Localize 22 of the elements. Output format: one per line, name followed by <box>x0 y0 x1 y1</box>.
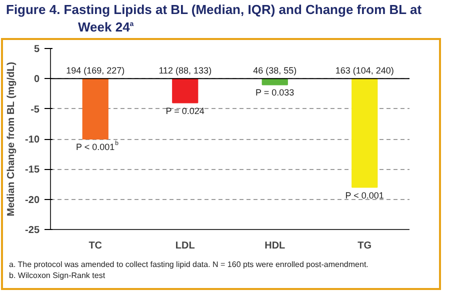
y-axis-title: Median Change from BL (mg/dL) <box>6 62 18 216</box>
annotation: P = 0.024 <box>166 106 204 116</box>
y-tick-label: 0 <box>34 74 40 86</box>
x-tick-label: TG <box>358 240 372 252</box>
x-tick-label: LDL <box>175 240 195 252</box>
text: b. Wilcoxon Sign-Rank test <box>9 270 106 281</box>
y-tick-label: -20 <box>25 194 40 206</box>
x-tick-label: HDL <box>264 240 286 252</box>
x-tick-label: TC <box>88 240 102 252</box>
annotation: P = 0.033 <box>255 88 294 98</box>
annotation: 163 (104, 240) <box>335 66 394 76</box>
y-tick-label: -25 <box>25 225 40 236</box>
annotation: 194 (169, 227) <box>66 66 125 76</box>
chart-title: Figure 4. Fasting Lipids at BL (Median, IQR) and Change from BL at Week 24$^{a}$ <box>6 2 423 34</box>
annotation: 46 (38, 55) <box>253 66 297 76</box>
text: a. The protocol was amended to collect fasting lipid data. N = 160 pts were enrolled post-amendment. <box>9 259 368 270</box>
y-tick-label: -10 <box>25 134 40 146</box>
annotation: 112 (88, 133) <box>158 66 212 76</box>
y-tick-label: 5 <box>34 44 40 55</box>
y-tick-label: -5 <box>30 104 40 116</box>
annotation: P < 0.001 <box>345 190 384 200</box>
y-tick-label: -15 <box>25 164 40 176</box>
